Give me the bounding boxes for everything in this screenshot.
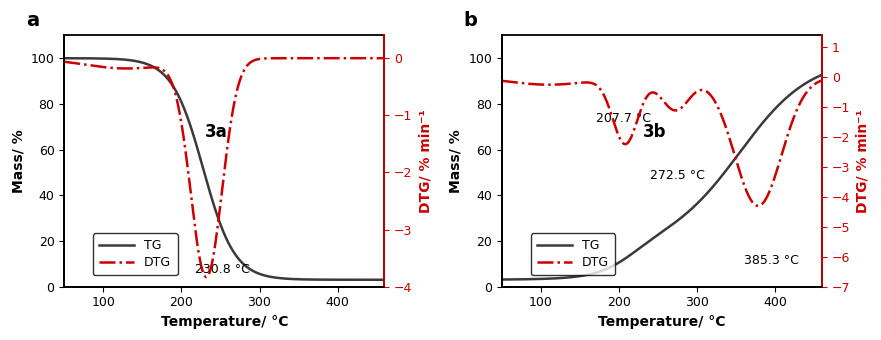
X-axis label: Temperature/ °C: Temperature/ °C	[598, 315, 726, 329]
Text: a: a	[26, 11, 39, 30]
Legend: TG, DTG: TG, DTG	[93, 233, 178, 275]
Text: 207.7 °C: 207.7 °C	[596, 112, 651, 125]
Text: 230.8 °C: 230.8 °C	[196, 263, 250, 276]
Text: 3a: 3a	[205, 123, 228, 141]
Text: 385.3 °C: 385.3 °C	[744, 254, 799, 267]
Y-axis label: DTG/ % min⁻¹: DTG/ % min⁻¹	[855, 109, 870, 213]
Y-axis label: Mass/ %: Mass/ %	[448, 129, 463, 193]
Text: 272.5 °C: 272.5 °C	[650, 169, 705, 182]
Y-axis label: DTG/ % min⁻¹: DTG/ % min⁻¹	[418, 109, 432, 213]
Y-axis label: Mass/ %: Mass/ %	[11, 129, 26, 193]
Text: b: b	[463, 11, 478, 30]
Legend: TG, DTG: TG, DTG	[530, 233, 615, 275]
X-axis label: Temperature/ °C: Temperature/ °C	[160, 315, 288, 329]
Text: 3b: 3b	[643, 123, 666, 141]
